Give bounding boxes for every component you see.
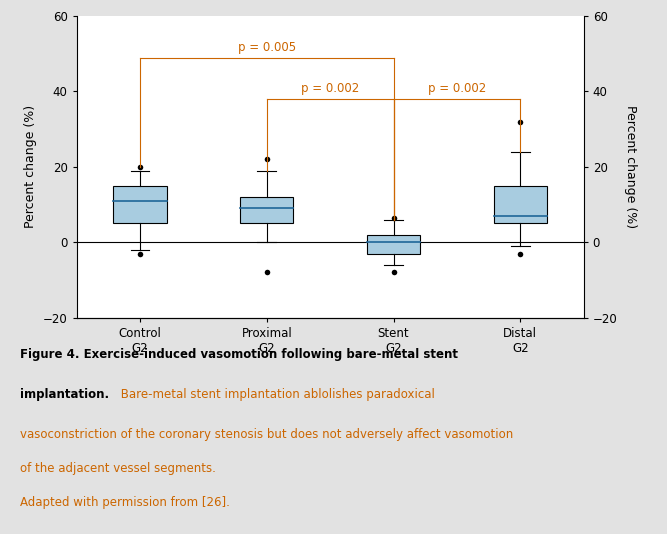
Bar	[367, 235, 420, 254]
Bar	[113, 186, 167, 223]
Text: vasoconstriction of the coronary stenosis but does not adversely affect vasomoti: vasoconstriction of the coronary stenosi…	[20, 428, 514, 441]
Text: Figure 4. Exercise-induced vasomotion following bare-metal stent: Figure 4. Exercise-induced vasomotion fo…	[20, 348, 458, 361]
Text: p = 0.002: p = 0.002	[301, 82, 360, 95]
Text: implantation.: implantation.	[20, 388, 109, 401]
Bar	[494, 186, 547, 223]
Text: of the adjacent vessel segments.: of the adjacent vessel segments.	[20, 462, 216, 475]
Y-axis label: Percent change (%): Percent change (%)	[624, 105, 637, 229]
Y-axis label: Percent change (%): Percent change (%)	[25, 105, 37, 229]
Text: Adapted with permission from [26].: Adapted with permission from [26].	[20, 496, 230, 509]
Bar	[240, 197, 293, 223]
Text: Bare-metal stent implantation ablolishes paradoxical: Bare-metal stent implantation ablolishes…	[117, 388, 435, 401]
Text: p = 0.002: p = 0.002	[428, 82, 486, 95]
Text: p = 0.005: p = 0.005	[237, 41, 296, 54]
